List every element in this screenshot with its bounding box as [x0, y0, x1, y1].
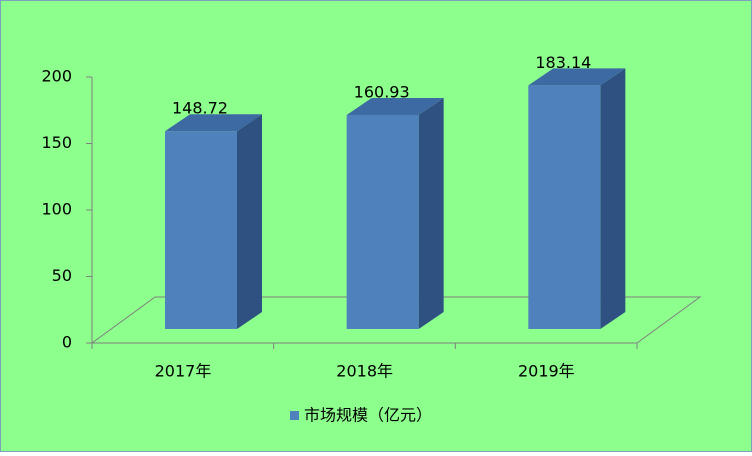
x-tick-label: 2017年 — [155, 362, 212, 381]
bar-top — [165, 114, 262, 132]
bar-side — [600, 68, 626, 329]
y-tick-label: 100 — [41, 200, 72, 219]
bar-top — [528, 68, 626, 86]
bar — [165, 131, 237, 329]
value-label: 148.72 — [172, 99, 228, 118]
y-tick-label: 150 — [41, 133, 72, 152]
x-tick-label: 2019年 — [518, 362, 575, 381]
legend-label: 市场规模（亿元） — [304, 406, 432, 425]
bar-side — [237, 114, 262, 330]
bar — [346, 114, 419, 329]
y-tick-label: 200 — [41, 67, 72, 86]
bar — [528, 85, 601, 329]
y-tick-label: 0 — [62, 333, 72, 352]
value-label: 183.14 — [535, 53, 591, 72]
value-label: 160.93 — [354, 82, 410, 101]
x-tick-label: 2018年 — [336, 362, 393, 381]
bar-side — [418, 97, 444, 329]
y-tick-label: 50 — [52, 266, 72, 285]
legend-swatch — [290, 411, 299, 420]
bar-top — [346, 97, 444, 115]
